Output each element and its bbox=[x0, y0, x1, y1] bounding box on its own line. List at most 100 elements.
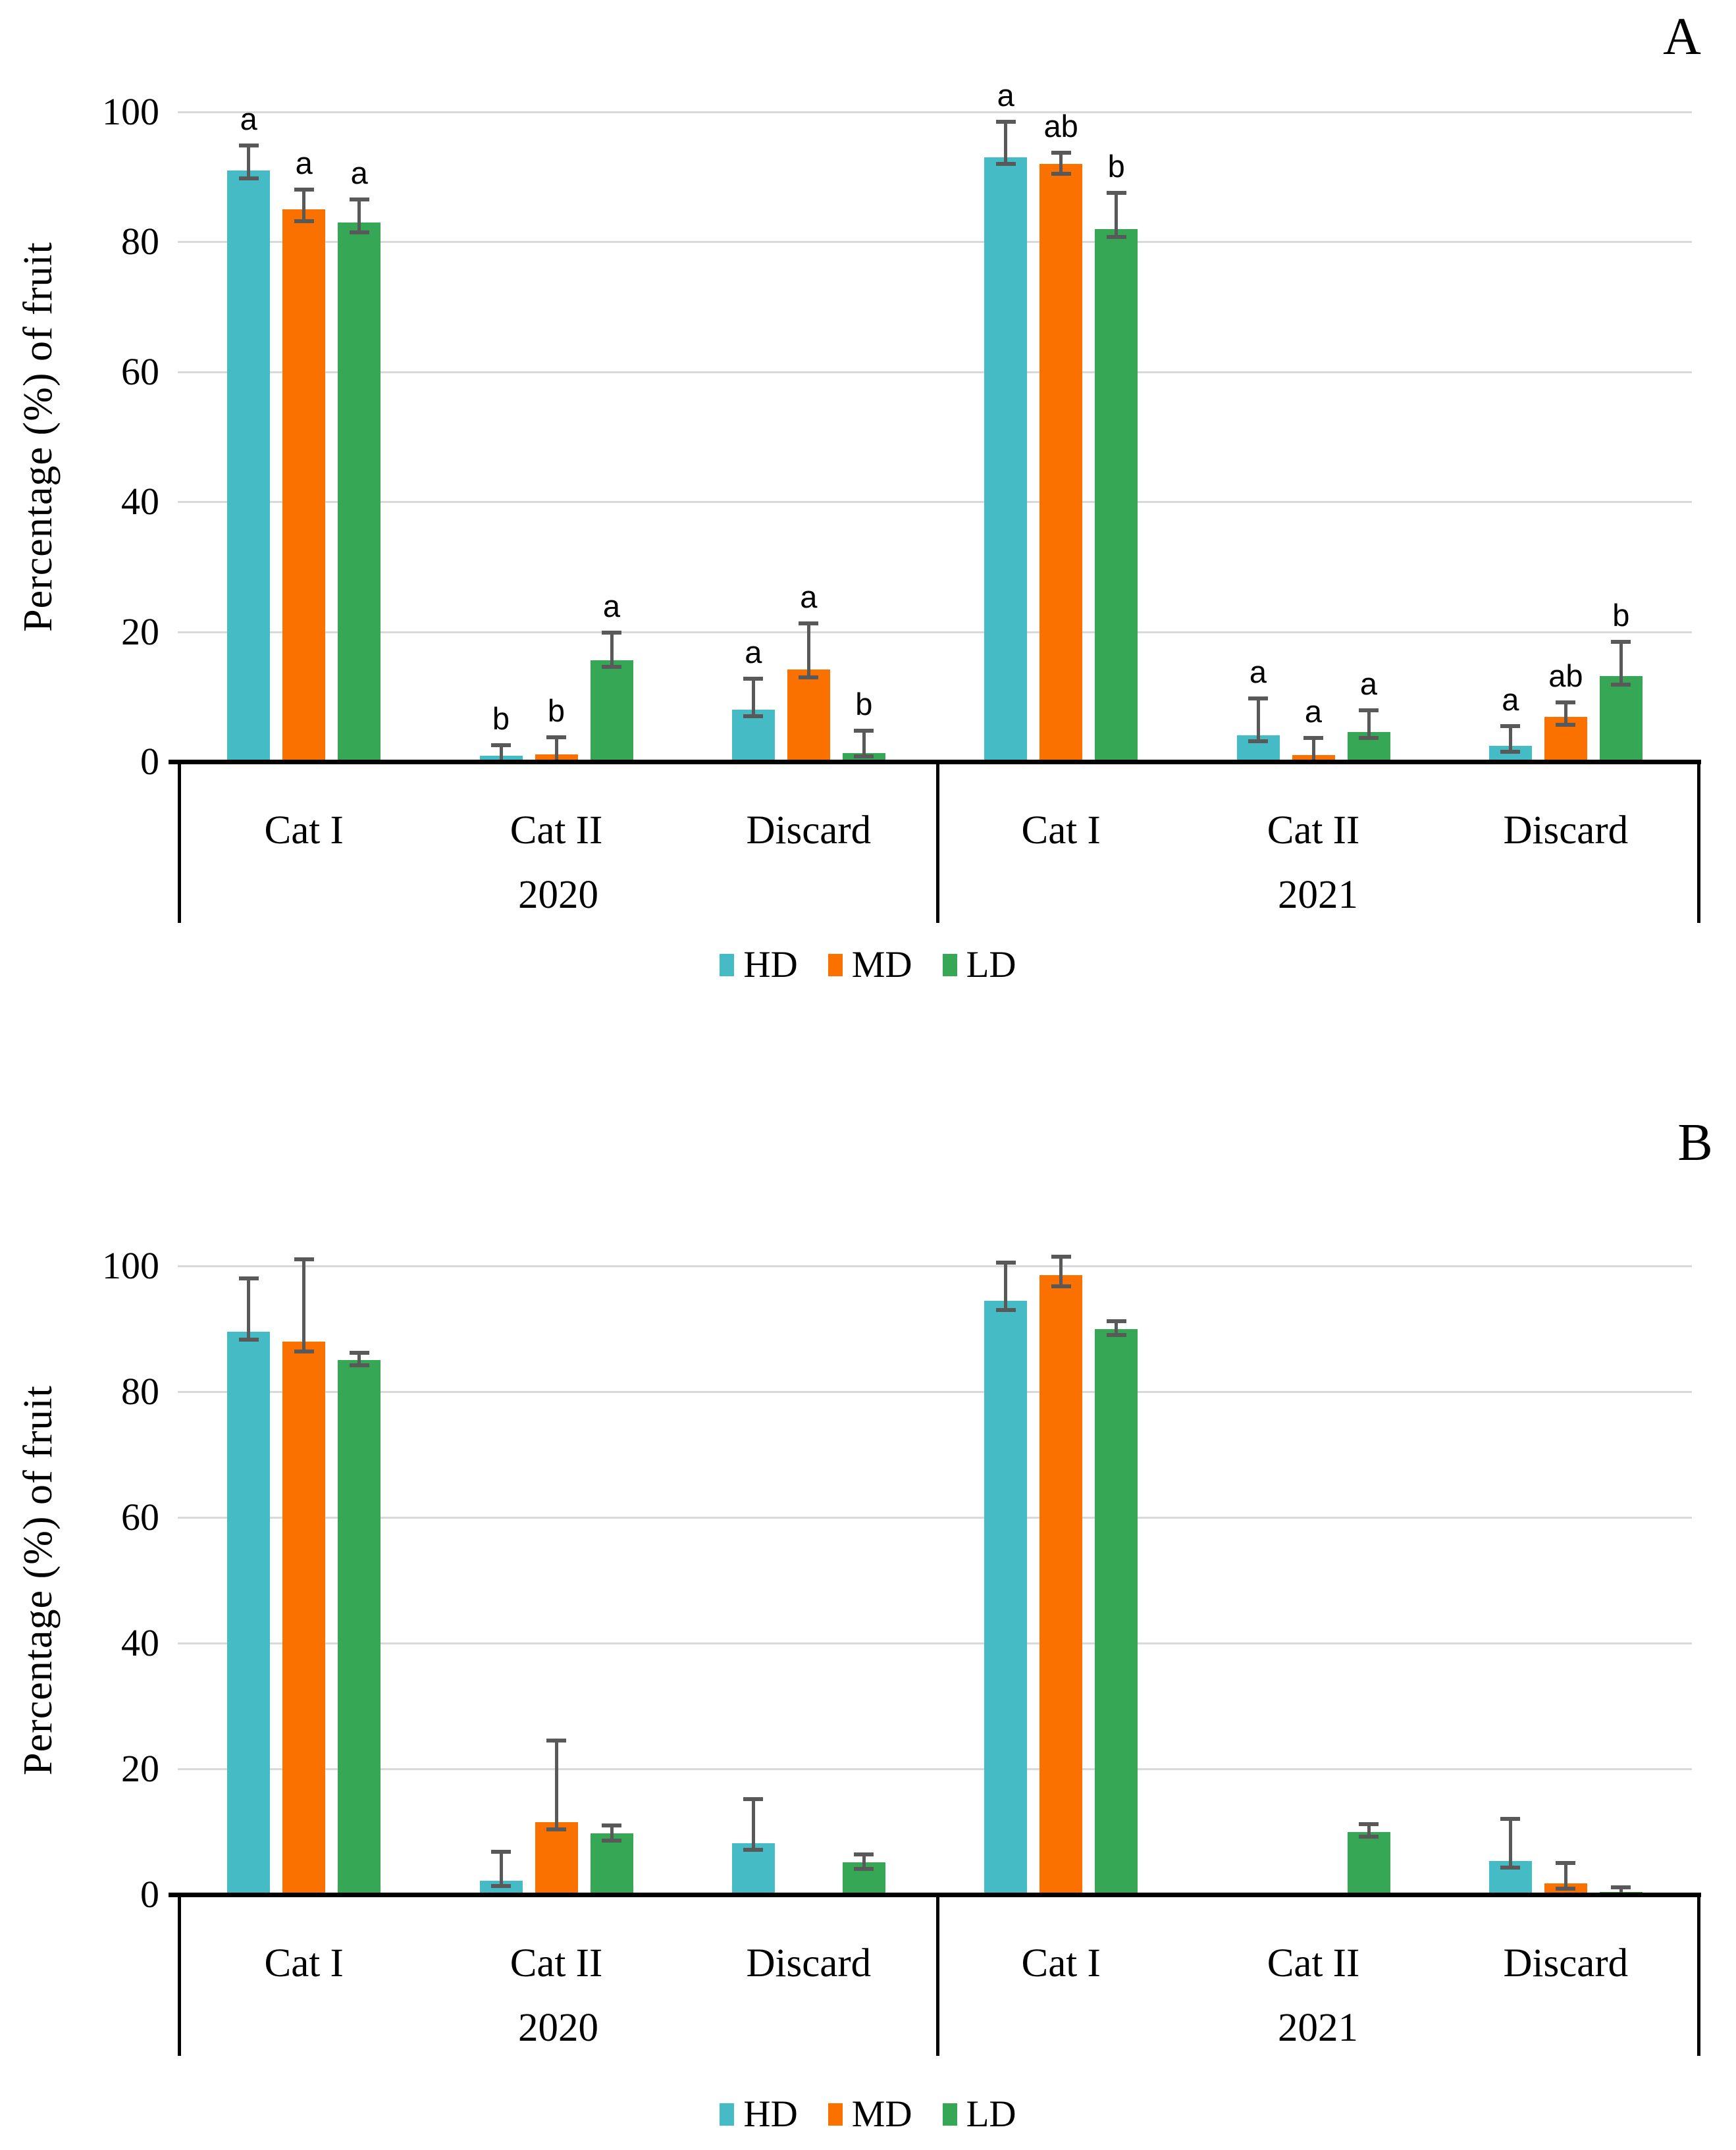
error-bar-cap-top bbox=[1556, 700, 1576, 705]
error-bar-cap-bottom bbox=[1359, 736, 1379, 741]
y-axis-title-a: Percentage (%) of fruit bbox=[15, 242, 61, 632]
bar-md bbox=[535, 1822, 578, 1895]
category-label: Cat II bbox=[1267, 808, 1360, 852]
error-bar-cap-bottom bbox=[1556, 1887, 1576, 1891]
significance-letter: b bbox=[855, 686, 873, 721]
error-bar bbox=[1564, 1863, 1567, 1889]
error-bar-cap-bottom bbox=[349, 230, 369, 234]
category-label: Cat I bbox=[264, 808, 344, 852]
significance-letter: a bbox=[350, 155, 368, 191]
bar-hd bbox=[984, 1300, 1028, 1895]
error-bar bbox=[1367, 710, 1371, 739]
category-label: Cat I bbox=[264, 1941, 344, 1985]
bar-ld bbox=[1095, 1328, 1138, 1895]
bar-ld bbox=[590, 660, 633, 762]
error-bar-cap-bottom bbox=[1051, 171, 1071, 176]
error-bar bbox=[302, 1259, 306, 1351]
bar-hd bbox=[227, 170, 271, 762]
legend-item-hd: HD bbox=[720, 2093, 798, 2135]
error-bar-cap-top bbox=[1051, 151, 1071, 155]
error-bar-cap-top bbox=[294, 1257, 314, 1262]
table-divider bbox=[177, 1895, 181, 2056]
error-bar bbox=[1115, 193, 1118, 238]
legend-label: HD bbox=[743, 2093, 798, 2135]
x-axis-line bbox=[169, 1893, 1701, 1897]
error-bar-cap-bottom bbox=[743, 714, 764, 718]
y-tick-label: 20 bbox=[121, 1747, 159, 1790]
error-bar-cap-bottom bbox=[799, 675, 819, 679]
bar-md bbox=[787, 669, 830, 762]
error-bar-cap-top bbox=[995, 1261, 1016, 1265]
table-divider bbox=[935, 762, 939, 923]
legend-marker-md bbox=[828, 2103, 843, 2126]
bar-md bbox=[282, 1341, 326, 1895]
error-bar bbox=[610, 1825, 614, 1841]
error-bar-cap-top bbox=[1500, 1817, 1521, 1822]
category-label: Discard bbox=[746, 1941, 872, 1985]
error-bar bbox=[1619, 642, 1623, 685]
error-bar-cap-top bbox=[1303, 736, 1323, 741]
category-label: Cat II bbox=[510, 808, 603, 852]
error-bar-cap-top bbox=[1051, 1254, 1071, 1259]
error-bar bbox=[499, 1852, 503, 1886]
gridline-y40 bbox=[178, 1642, 1692, 1644]
gridline-y100 bbox=[178, 1265, 1692, 1267]
y-tick-label: 100 bbox=[102, 90, 159, 133]
error-bar-cap-top bbox=[1611, 1885, 1631, 1889]
legend-item-md: MD bbox=[828, 945, 912, 985]
table-divider bbox=[1697, 1895, 1700, 2056]
error-bar-cap-bottom bbox=[1051, 1284, 1071, 1288]
legend-marker-md bbox=[828, 954, 843, 976]
error-bar-cap-top bbox=[349, 1350, 369, 1355]
error-bar-cap-bottom bbox=[1500, 1865, 1521, 1870]
error-bar bbox=[1004, 121, 1008, 164]
error-bar-cap-bottom bbox=[491, 1883, 511, 1888]
legend-item-md: MD bbox=[828, 2095, 912, 2134]
error-bar-cap-top bbox=[1500, 723, 1521, 728]
error-bar-cap-bottom bbox=[238, 176, 259, 180]
error-bar bbox=[1059, 153, 1063, 174]
panel-label-b: B bbox=[1677, 1114, 1713, 1172]
error-bar-cap-top bbox=[1106, 1319, 1126, 1324]
error-bar-cap-top bbox=[854, 1852, 874, 1856]
bar-hd bbox=[984, 157, 1028, 762]
bar-ld bbox=[1347, 1831, 1390, 1895]
category-label: Cat I bbox=[1021, 808, 1101, 852]
significance-letter: ab bbox=[1548, 658, 1583, 694]
y-tick-label: 100 bbox=[102, 1244, 159, 1287]
error-bar-cap-top bbox=[854, 728, 874, 733]
error-bar-cap-top bbox=[1359, 708, 1379, 713]
bar-md bbox=[282, 209, 326, 762]
category-label: Discard bbox=[1503, 1941, 1629, 1985]
significance-letter: a bbox=[745, 634, 762, 669]
category-label: Cat II bbox=[1267, 1941, 1360, 1985]
category-label: Discard bbox=[1503, 808, 1629, 852]
year-label: 2021 bbox=[1278, 873, 1358, 917]
error-bar-cap-top bbox=[602, 630, 621, 635]
error-bar bbox=[610, 632, 614, 667]
gridline-y20 bbox=[178, 1768, 1692, 1770]
bar-ld bbox=[1599, 675, 1643, 762]
error-bar-cap-top bbox=[294, 188, 314, 192]
error-bar bbox=[1619, 1887, 1623, 1895]
error-bar-cap-bottom bbox=[1106, 1333, 1126, 1338]
error-bar-cap-top bbox=[238, 144, 259, 148]
error-bar-cap-bottom bbox=[349, 1363, 369, 1367]
error-bar-cap-bottom bbox=[1556, 722, 1576, 727]
y-tick-label: 80 bbox=[121, 220, 159, 263]
error-bar-cap-top bbox=[602, 1823, 621, 1827]
error-bar bbox=[1367, 1824, 1371, 1837]
error-bar-cap-bottom bbox=[294, 219, 314, 223]
gridline-y100 bbox=[178, 111, 1692, 113]
y-tick-label: 40 bbox=[121, 1621, 159, 1664]
error-bar-cap-top bbox=[491, 1850, 511, 1854]
bar-hd bbox=[731, 710, 775, 762]
error-bar-cap-bottom bbox=[602, 1838, 621, 1843]
x-axis-line bbox=[169, 760, 1701, 764]
error-bar-cap-bottom bbox=[1248, 739, 1268, 744]
gridline-y80 bbox=[178, 1391, 1692, 1393]
legend-marker-ld bbox=[942, 2103, 957, 2126]
significance-letter: b bbox=[1612, 598, 1630, 633]
category-label: Cat II bbox=[510, 1941, 603, 1985]
